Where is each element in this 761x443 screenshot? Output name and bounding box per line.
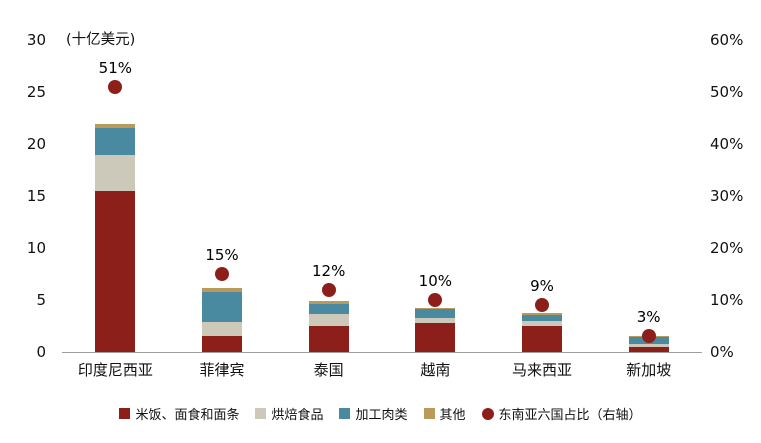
bar-segment (95, 155, 136, 191)
share-value-label: 3% (636, 308, 661, 327)
bar-segment (308, 326, 349, 352)
bar-stack (521, 313, 562, 352)
legend-circle-marker (481, 407, 494, 420)
share-dot (428, 293, 443, 307)
share-value-label: 10% (418, 272, 452, 290)
bar-segment (521, 320, 562, 326)
right-axis-tick: 0% (710, 343, 734, 361)
bar-segment (95, 124, 136, 129)
bar-segment (201, 336, 242, 352)
category-label: 新加坡 (626, 361, 672, 379)
bar-segment (201, 287, 242, 292)
share-dot (108, 79, 123, 94)
bar-segment (308, 313, 349, 326)
right-axis-tick: 40% (710, 135, 744, 153)
chart-legend: 米饭、面食和面条 烘焙食品 加工肉类 其他 东南亚六国占比（右轴） (0, 404, 761, 423)
bar-segment (415, 308, 456, 318)
left-axis-tick: 5 (36, 291, 46, 309)
right-axis-tick: 30% (710, 187, 744, 205)
legend-square-marker (339, 408, 351, 419)
bar-stack (415, 307, 456, 352)
share-dot (214, 267, 229, 281)
bar-stack (308, 301, 349, 352)
left-axis-tick: 20 (26, 135, 46, 153)
left-axis-tick: 15 (26, 187, 46, 205)
bar-segment (308, 304, 349, 314)
share-value-label: 12% (311, 261, 346, 280)
legend-item-dot-series: 东南亚六国占比（右轴） (481, 404, 642, 423)
share-value-label: 15% (205, 246, 239, 264)
legend-item: 其他 (423, 404, 466, 423)
legend-item: 加工肉类 (339, 404, 408, 423)
legend-item-label: 其他 (439, 408, 466, 423)
legend-item-label: 东南亚六国占比（右轴） (498, 408, 642, 423)
bar-stack (95, 124, 136, 352)
right-axis-tick: 20% (710, 239, 744, 257)
share-dot (321, 282, 336, 297)
legend-item-label: 加工肉类 (355, 408, 408, 423)
bar-segment (95, 128, 136, 156)
bar-segment (521, 326, 562, 352)
bar-segment (628, 346, 669, 352)
bar-column: 15% (169, 40, 276, 352)
bar-segment (628, 343, 669, 347)
axis-unit-label: (十亿美元) (66, 32, 136, 48)
legend-square-marker (119, 408, 131, 419)
bar-column: 3% (595, 40, 702, 352)
bar-column: 10% (382, 40, 489, 352)
bar-segment (308, 301, 349, 305)
category-label: 泰国 (313, 361, 344, 379)
bar-segment (521, 313, 562, 315)
right-axis-tick: 60% (710, 31, 744, 49)
bar-segment (201, 291, 242, 322)
legend-square-marker (255, 408, 267, 419)
bar-segment (521, 314, 562, 321)
legend-square-marker (423, 408, 435, 419)
bar-column: 51% (62, 40, 169, 352)
bar-column: 12% (275, 40, 382, 352)
bar-segment (415, 322, 456, 352)
left-axis-tick: 25 (26, 83, 46, 101)
right-axis-tick: 10% (710, 291, 744, 309)
right-axis-tick: 50% (710, 83, 744, 101)
legend-item: 米饭、面食和面条 (119, 404, 239, 423)
category-label: 印度尼西亚 (77, 361, 153, 379)
category-label: 越南 (420, 361, 451, 379)
left-axis-tick: 0 (36, 343, 46, 361)
bar-stack (201, 287, 242, 352)
bar-segment (201, 321, 242, 337)
left-axis-tick: 30 (26, 31, 46, 49)
legend-item-label: 烘焙食品 (271, 408, 324, 423)
legend-item-label: 米饭、面食和面条 (135, 408, 240, 423)
category-label: 菲律宾 (199, 361, 245, 379)
bar-column: 9% (489, 40, 596, 352)
share-dot (641, 329, 656, 344)
plot-area: 51% 15% 12% 10% 9% 3% (62, 40, 702, 353)
category-label: 马来西亚 (512, 361, 573, 379)
share-value-label: 9% (530, 277, 554, 296)
x-axis-labels: 印度尼西亚 菲律宾 泰国 越南 马来西亚 新加坡 (62, 360, 702, 380)
share-value-label: 51% (98, 58, 132, 77)
bar-segment (95, 190, 136, 352)
share-dot (534, 298, 549, 313)
bar-segment (415, 307, 456, 309)
bar-segment (415, 317, 456, 323)
left-axis-tick: 10 (26, 239, 46, 257)
legend-item: 烘焙食品 (255, 404, 323, 423)
